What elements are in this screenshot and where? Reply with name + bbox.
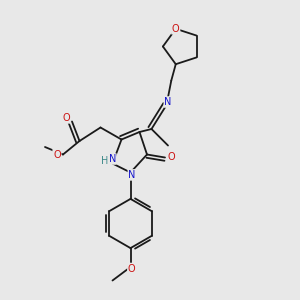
Text: O: O	[128, 263, 136, 274]
Text: O: O	[53, 149, 61, 160]
Text: O: O	[172, 24, 180, 34]
Text: O: O	[168, 152, 176, 162]
Text: N: N	[109, 154, 116, 164]
Text: N: N	[128, 170, 136, 180]
Text: O: O	[62, 113, 70, 123]
Text: N: N	[164, 97, 172, 107]
Text: H: H	[101, 155, 109, 166]
